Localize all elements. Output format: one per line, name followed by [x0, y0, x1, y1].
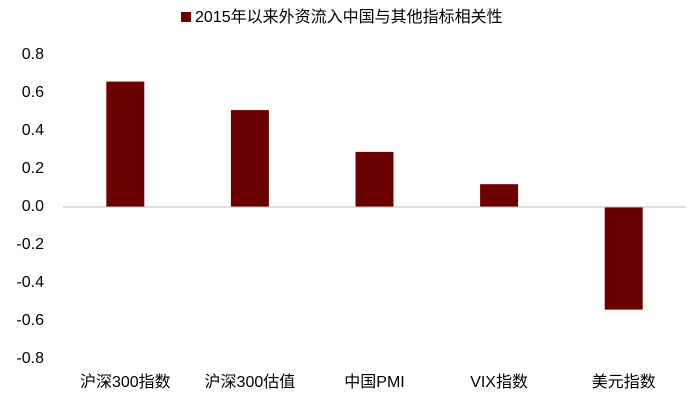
legend-label: 2015年以来外资流入中国与其他指标相关性	[195, 8, 503, 26]
y-tick-label: -0.6	[16, 312, 44, 329]
y-tick-label: 0.6	[22, 84, 44, 101]
x-tick-label: 中国PMI	[344, 373, 404, 391]
bar	[230, 110, 269, 207]
bar	[355, 151, 394, 207]
y-tick-label: -0.8	[16, 350, 44, 367]
x-tick-label: 沪深300估值	[205, 373, 296, 391]
x-tick-label: 美元指数	[592, 373, 656, 391]
y-tick-label: 0.0	[22, 198, 44, 215]
legend-swatch	[181, 12, 191, 22]
y-tick-label: 0.4	[22, 122, 44, 139]
bar	[106, 81, 145, 207]
y-tick-label: -0.2	[16, 236, 44, 253]
bar	[480, 184, 519, 207]
x-tick-label: VIX指数	[470, 373, 528, 391]
bar	[604, 207, 643, 310]
y-tick-label: -0.4	[16, 274, 44, 291]
y-tick-label: 0.8	[22, 46, 44, 63]
y-tick-label: 0.2	[22, 160, 44, 177]
x-tick-label: 沪深300指数	[80, 373, 171, 391]
